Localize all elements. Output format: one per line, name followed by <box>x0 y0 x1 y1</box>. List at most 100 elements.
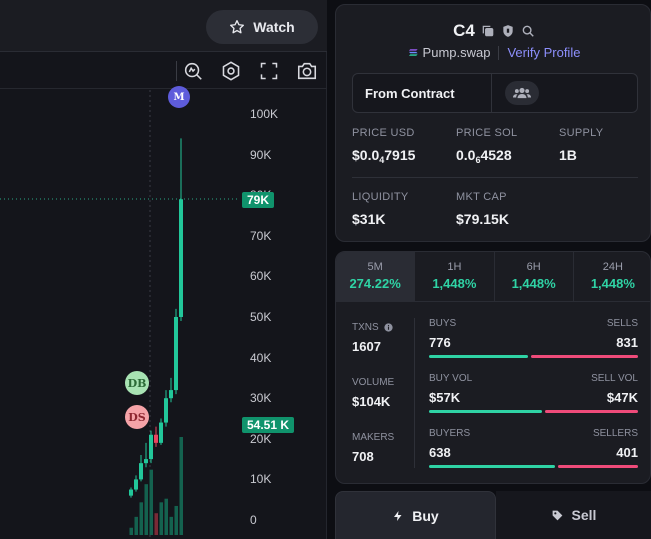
price-sol-value: 0.064528 <box>456 147 517 165</box>
marker-m-text: M <box>173 91 185 103</box>
lightning-icon <box>394 510 402 521</box>
candle-body <box>149 434 153 460</box>
verify-profile-link[interactable]: Verify Profile <box>507 45 581 60</box>
price-axis-tick: 90K <box>250 147 272 162</box>
buyers-bar <box>429 465 638 468</box>
candle-body <box>169 390 173 399</box>
price-sol-label: PRICE SOL <box>456 127 518 139</box>
volume-bar <box>159 502 163 535</box>
camera-icon[interactable] <box>295 59 319 83</box>
buy-vol-bar <box>429 410 542 413</box>
search-icon[interactable] <box>521 24 535 38</box>
marker-ds[interactable]: DS <box>125 405 149 429</box>
marker-m[interactable]: M <box>168 86 190 108</box>
volume-bar <box>154 513 158 535</box>
fullscreen-icon[interactable] <box>257 59 281 83</box>
buys-value: 776 <box>429 335 451 350</box>
copy-icon[interactable] <box>481 24 495 38</box>
txns-value: 1607 <box>352 339 381 354</box>
contract-divider <box>491 74 492 112</box>
dex-link[interactable]: Pump.swap <box>408 45 490 60</box>
candlestick-plot[interactable] <box>0 90 240 539</box>
txns-stat: TXNS 1607 <box>352 322 393 354</box>
sell-tab[interactable]: Sell <box>496 491 651 539</box>
crosshair-price-tag: 54.51 K <box>242 417 295 433</box>
txns-label-row: TXNS <box>352 322 393 333</box>
indicator-search-icon[interactable] <box>181 59 205 83</box>
tab-6h-label: 6H <box>526 261 541 273</box>
txns-label: TXNS <box>352 322 379 333</box>
transactions-card: 5M 274.22% 1H 1,448% 6H 1,448% 24H 1,448% TX… <box>335 251 651 484</box>
txns-divider <box>414 318 415 468</box>
price-axis-tick: 100K <box>250 107 279 121</box>
buyers-value: 638 <box>429 445 451 460</box>
buys-sells-bar <box>429 355 638 358</box>
holders-button[interactable] <box>505 81 539 105</box>
price-sol-stat: PRICE SOL 0.064528 <box>456 127 518 165</box>
tab-5m-label: 5M <box>367 261 383 273</box>
tab-1h[interactable]: 1H 1,448% <box>415 252 495 301</box>
tab-24h[interactable]: 24H 1,448% <box>574 252 650 301</box>
supply-label: SUPPLY <box>559 127 604 139</box>
sellers-value: 401 <box>616 445 638 460</box>
token-subheader: Pump.swap Verify Profile <box>336 45 651 60</box>
buy-vol-value: $57K <box>429 390 461 405</box>
buy-tab[interactable]: Buy <box>335 491 496 539</box>
buys-sells-pair: BUYS SELLS 776 831 <box>429 318 638 358</box>
tag-icon <box>552 510 562 520</box>
candle-body <box>179 199 183 317</box>
sells-bar <box>531 355 638 358</box>
price-axis-tick: 40K <box>250 350 272 365</box>
watch-button[interactable]: Watch <box>206 10 318 44</box>
volume-bar <box>134 516 138 535</box>
price-usd-zero-count: 4 <box>379 155 385 165</box>
candle-body <box>164 398 168 423</box>
volume-bar <box>174 505 178 535</box>
sells-label: SELLS <box>606 318 638 329</box>
sellers-label: SELLERS <box>592 428 638 439</box>
tab-5m[interactable]: 5M 274.22% <box>336 252 416 301</box>
buy-label: Buy <box>412 507 439 524</box>
trade-bar: Buy Sell <box>335 491 651 539</box>
from-contract-button[interactable]: From Contract <box>365 86 455 101</box>
candle-body <box>174 317 178 391</box>
volume-stat: VOLUME $104K <box>352 377 394 409</box>
candle-body <box>154 434 158 443</box>
price-usd-value: $0.047915 <box>352 147 415 165</box>
sell-vol-value: $47K <box>606 390 638 405</box>
volume-bar <box>179 437 183 535</box>
buyvol-sellvol-pair: BUY VOL SELL VOL $57K $47K <box>429 373 638 413</box>
makers-label: MAKERS <box>352 432 395 443</box>
tab-6h[interactable]: 6H 1,448% <box>495 252 574 301</box>
marker-db[interactable]: DB <box>125 371 149 395</box>
info-icon[interactable] <box>384 323 393 332</box>
candle-body <box>129 489 133 496</box>
token-symbol: C4 <box>453 21 475 40</box>
volume-bar <box>139 502 143 535</box>
price-axis-tick: 30K <box>250 391 272 406</box>
liquidity-value: $31K <box>352 211 386 227</box>
mktcap-value: $79.15K <box>456 211 509 227</box>
toolbar-divider <box>176 61 177 81</box>
volume-bar <box>164 498 168 535</box>
chart-toolbar <box>0 53 327 89</box>
tab-1h-change: 1,448% <box>432 276 477 291</box>
buyers-sellers-pair: BUYERS SELLERS 638 401 <box>429 428 638 468</box>
price-usd-stat: PRICE USD $0.047915 <box>352 127 415 165</box>
supply-value: 1B <box>559 147 577 163</box>
current-price-tag: 79K <box>242 192 275 208</box>
stats-divider <box>352 177 638 178</box>
price-axis[interactable]: 100K90K80K70K60K50K40K30K20K10K0 79K 54.… <box>240 90 327 539</box>
settings-hex-icon[interactable] <box>219 59 243 83</box>
volume-bar <box>144 484 148 535</box>
price-axis-tick: 20K <box>250 431 272 446</box>
candle-body <box>144 459 148 464</box>
liquidity-stat: LIQUIDITY $31K <box>352 191 409 227</box>
star-icon <box>230 20 245 34</box>
price-axis-tick: 50K <box>250 310 272 324</box>
tab-1h-label: 1H <box>447 261 462 273</box>
watch-label: Watch <box>253 19 295 35</box>
chart-header: Watch <box>0 0 327 52</box>
shield-icon[interactable] <box>501 24 515 38</box>
users-icon <box>513 87 531 99</box>
